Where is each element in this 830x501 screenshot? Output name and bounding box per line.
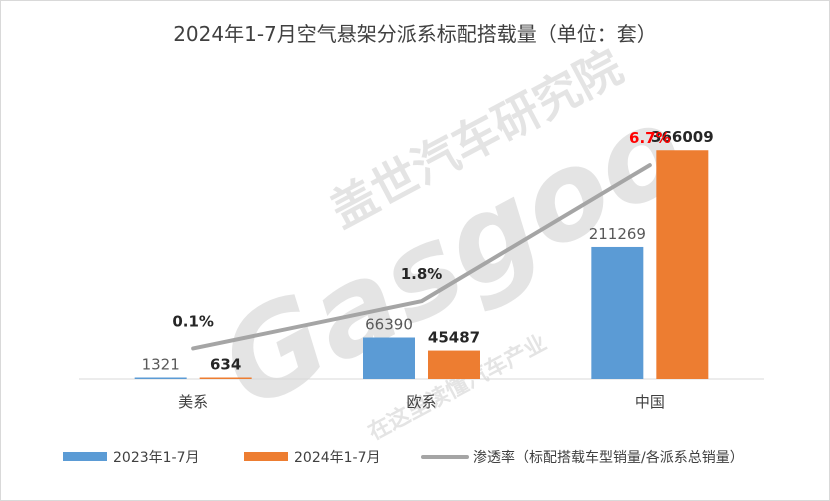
bar xyxy=(591,246,644,379)
x-tick-label: 中国 xyxy=(635,393,665,411)
plot-area: 美系 欧系 中国 1321 66390 211269 634 45487 366009 0.1% 1… xyxy=(134,128,714,411)
legend-label: 渗透率（标配搭载车型销量/各派系总销量） xyxy=(473,449,744,466)
legend-swatch xyxy=(63,452,107,461)
data-label: 66390 xyxy=(365,316,413,334)
x-tick-label: 欧系 xyxy=(406,393,436,411)
bar xyxy=(199,377,252,379)
data-label: 634 xyxy=(210,356,241,374)
bar xyxy=(428,350,480,379)
data-label: 45487 xyxy=(428,329,480,347)
bar xyxy=(134,377,187,379)
line-data-label: 6.7% xyxy=(629,129,671,147)
legend-label: 2024年1-7月 xyxy=(294,450,381,466)
chart-title: 2024年1-7月空气悬架分派系标配搭载量（单位：套） xyxy=(173,22,657,46)
line-data-label: 0.1% xyxy=(172,312,214,330)
data-label: 366009 xyxy=(651,128,714,146)
x-tick-label: 美系 xyxy=(178,393,208,411)
bar xyxy=(363,337,415,379)
data-label: 1321 xyxy=(142,356,180,374)
bar xyxy=(656,150,709,379)
line-data-label: 1.8% xyxy=(401,265,443,283)
line-series xyxy=(191,163,652,351)
legend: 2023年1-7月 2024年1-7月 渗透率（标配搭载车型销量/各派系总销量） xyxy=(63,449,744,466)
legend-swatch xyxy=(244,452,288,461)
legend-label: 2023年1-7月 xyxy=(113,450,200,466)
data-label: 211269 xyxy=(589,225,646,243)
